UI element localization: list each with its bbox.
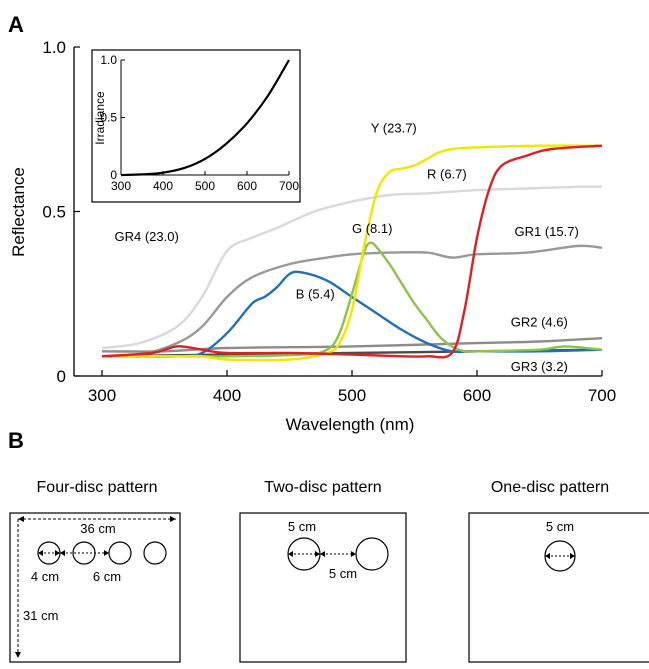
x-tick-label: 400 (213, 386, 241, 405)
inset-ticks: 300 400 500 600 700 0 0.5 1.0 (100, 53, 299, 193)
four-disc-pattern: Four-disc pattern 36 cm 31 cm 4 cm 6 cm (9, 479, 181, 663)
board (468, 512, 649, 663)
x-tick-label: 500 (338, 386, 366, 405)
pattern-title: One-disc pattern (491, 479, 609, 496)
height-label: 31 cm (23, 608, 58, 623)
arrowhead (38, 550, 43, 556)
inset-x-tick-label: 400 (153, 179, 173, 193)
series-line (102, 144, 603, 362)
irradiance-inset: 300 400 500 600 700 0 0.5 1.0 Irradiance (91, 49, 301, 203)
axis-ticks: 300 400 500 600 700 0 0.5 1.0 (42, 38, 616, 405)
inset-y-tick-label: 0 (110, 168, 117, 182)
width-label: 36 cm (80, 521, 115, 536)
disc (143, 541, 167, 565)
gap-label: 6 cm (93, 569, 121, 584)
series-line (101, 244, 603, 358)
arrowhead (545, 553, 550, 559)
inset-frame (91, 49, 301, 203)
diameter-label: 4 cm (31, 569, 59, 584)
arrowhead (170, 516, 176, 522)
inset-x-tick-label: 300 (111, 179, 131, 193)
series-line (101, 144, 603, 359)
series-label: R (6.7) (427, 167, 467, 182)
inset-y-label: Irradiance (93, 91, 107, 145)
series-label: G (8.1) (352, 221, 392, 236)
inset-y-tick-label: 1.0 (100, 53, 117, 67)
x-tick-label: 600 (463, 386, 491, 405)
x-tick-label: 700 (588, 386, 616, 405)
arrowhead (60, 550, 65, 556)
series-label: GR2 (4.6) (511, 315, 568, 330)
series-line (101, 337, 603, 353)
panel-a-letter: A (8, 12, 24, 37)
x-axis-label: Wavelength (nm) (286, 415, 415, 434)
arrowhead (104, 550, 109, 556)
diameter-label: 5 cm (546, 519, 574, 534)
arrowhead (55, 550, 60, 556)
pattern-title: Two-disc pattern (264, 479, 381, 496)
series-label: Y (23.7) (371, 121, 417, 136)
pattern-title: Four-disc pattern (37, 479, 158, 496)
y-tick-label: 0 (57, 367, 66, 386)
one-disc-pattern: One-disc pattern 5 cm (468, 479, 649, 663)
y-tick-label: 1.0 (42, 38, 66, 57)
inset-x-tick-label: 500 (195, 179, 215, 193)
inset-y-tick-label: 0.5 (100, 111, 117, 125)
arrowhead (315, 551, 320, 557)
two-disc-pattern: Two-disc pattern 5 cm 5 cm (239, 479, 407, 663)
series-labels: Y (23.7) R (6.7) G (8.1) GR1 (15.7) GR4 (23.… (115, 121, 579, 375)
arrowhead (320, 551, 325, 557)
series-line (101, 185, 603, 350)
series-label: GR3 (3.2) (511, 359, 568, 374)
series-label: GR4 (23.0) (115, 229, 179, 244)
series-label: GR1 (15.7) (515, 224, 579, 239)
irradiance-line (120, 59, 290, 177)
gap-label: 5 cm (329, 566, 357, 581)
inset-x-tick-label: 700 (279, 179, 299, 193)
arrowhead (288, 551, 293, 557)
diameter-label: 5 cm (288, 519, 316, 534)
series-layer (101, 144, 603, 362)
board (239, 512, 407, 663)
panel-b-letter: B (8, 428, 24, 453)
series-line (101, 241, 603, 358)
y-axis-label: Reflectance (9, 167, 28, 257)
x-tick-label: 300 (88, 386, 116, 405)
arrowhead (570, 553, 575, 559)
board (9, 512, 181, 663)
y-tick-label: 0.5 (42, 203, 66, 222)
arrowhead (15, 652, 21, 658)
disc (108, 541, 132, 565)
arrowhead (18, 516, 24, 522)
inset-x-tick-label: 600 (237, 179, 257, 193)
series-label: B (5.4) (296, 287, 335, 302)
disc (355, 537, 389, 571)
reflectance-chart: Y (23.7) R (6.7) G (8.1) GR1 (15.7) GR4 (23.… (9, 38, 616, 434)
arrowhead (351, 551, 356, 557)
